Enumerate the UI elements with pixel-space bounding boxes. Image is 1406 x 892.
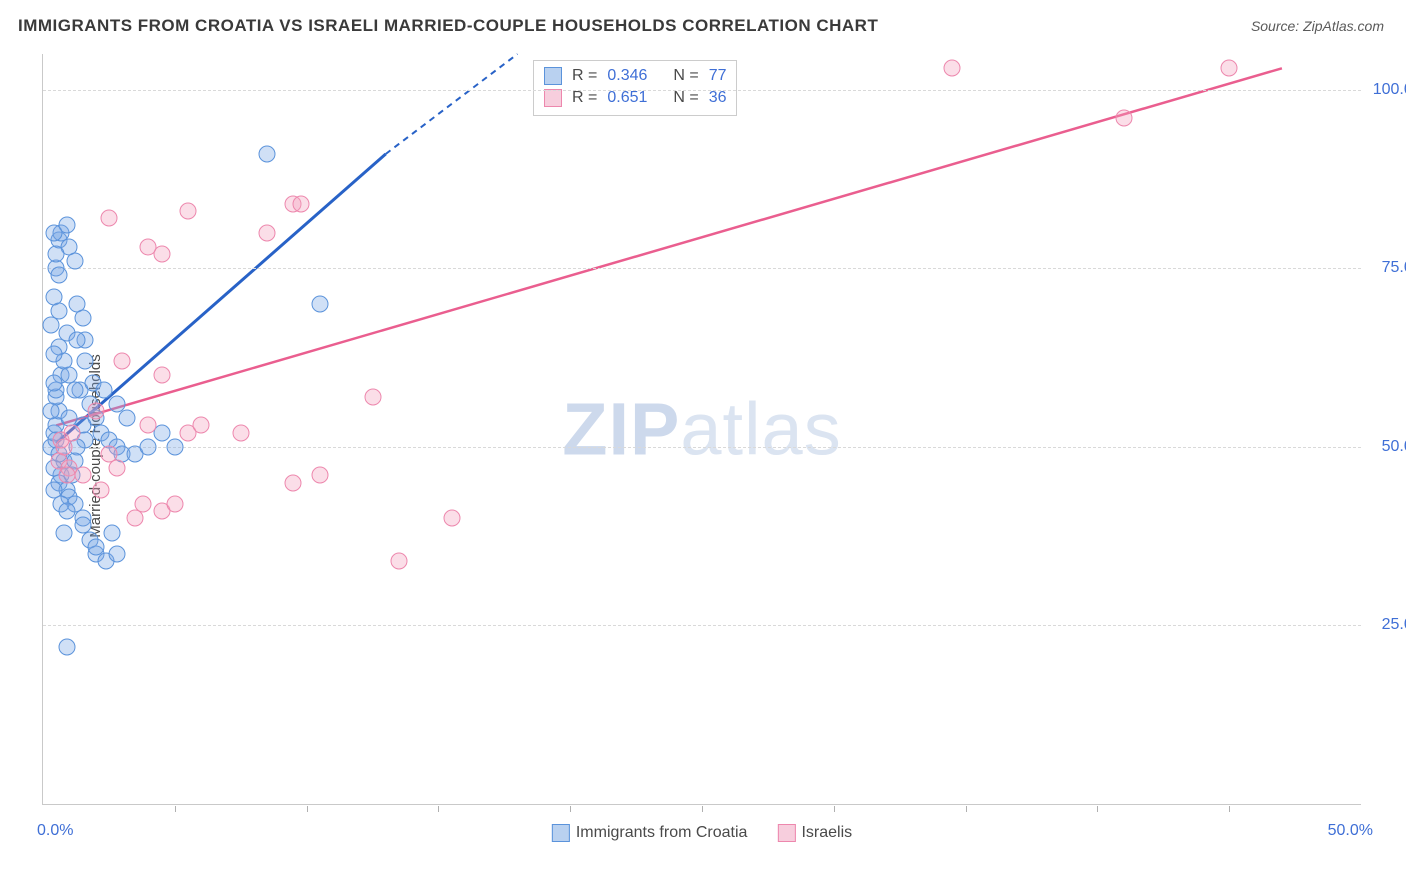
r-label: R = [572, 67, 597, 85]
y-tick-label: 25.0% [1367, 616, 1406, 634]
source-label: Source: ZipAtlas.com [1251, 18, 1384, 34]
data-point [103, 524, 120, 541]
y-tick-label: 100.0% [1367, 81, 1406, 99]
data-point [108, 460, 125, 477]
r-value: 0.346 [607, 67, 663, 85]
legend-label: Immigrants from Croatia [576, 824, 748, 842]
n-value: 36 [709, 89, 727, 107]
x-tick-label-min: 0.0% [37, 822, 73, 840]
legend-swatch [544, 89, 562, 107]
x-tick [570, 806, 571, 812]
r-label: R = [572, 89, 597, 107]
data-point [63, 424, 80, 441]
data-point [1115, 110, 1132, 127]
x-tick [307, 806, 308, 812]
data-point [259, 146, 276, 163]
data-point [45, 374, 62, 391]
correlation-row: R = 0.346 N = 77 [544, 65, 726, 87]
x-tick [702, 806, 703, 812]
x-tick [1229, 806, 1230, 812]
data-point [140, 438, 157, 455]
data-point [74, 310, 91, 327]
watermark: ZIPatlas [562, 387, 841, 472]
gridline [43, 268, 1361, 269]
data-point [69, 331, 86, 348]
data-point [311, 296, 328, 313]
y-tick-label: 50.0% [1367, 438, 1406, 456]
data-point [108, 546, 125, 563]
gridline [43, 447, 1361, 448]
data-point [119, 410, 136, 427]
x-tick [966, 806, 967, 812]
data-point [140, 417, 157, 434]
data-point [285, 474, 302, 491]
x-tick [1097, 806, 1098, 812]
data-point [135, 496, 152, 513]
data-point [293, 196, 310, 213]
data-point [443, 510, 460, 527]
data-point [166, 496, 183, 513]
data-point [58, 467, 75, 484]
data-point [100, 210, 117, 227]
data-point [153, 246, 170, 263]
data-point [74, 517, 91, 534]
legend-label: Israelis [801, 824, 852, 842]
data-point [74, 467, 91, 484]
data-point [114, 353, 131, 370]
data-point [45, 346, 62, 363]
data-point [87, 403, 104, 420]
legend-item: Immigrants from Croatia [552, 824, 748, 842]
data-point [95, 381, 112, 398]
data-point [66, 381, 83, 398]
data-point [42, 403, 59, 420]
data-point [92, 481, 109, 498]
watermark-atlas: atlas [680, 388, 841, 471]
legend-swatch [552, 824, 570, 842]
data-point [179, 203, 196, 220]
data-point [1221, 60, 1238, 77]
data-point [48, 246, 65, 263]
x-tick [438, 806, 439, 812]
n-label: N = [673, 67, 698, 85]
chart-title: IMMIGRANTS FROM CROATIA VS ISRAELI MARRI… [18, 16, 878, 36]
x-tick [834, 806, 835, 812]
data-point [232, 424, 249, 441]
legend-swatch [777, 824, 795, 842]
chart-container: IMMIGRANTS FROM CROATIA VS ISRAELI MARRI… [0, 0, 1406, 892]
n-value: 77 [709, 67, 727, 85]
data-point [193, 417, 210, 434]
series-legend: Immigrants from Croatia Israelis [552, 824, 852, 842]
watermark-zip: ZIP [562, 388, 680, 471]
gridline [43, 90, 1361, 91]
data-point [77, 353, 94, 370]
data-point [66, 253, 83, 270]
data-point [390, 553, 407, 570]
data-point [58, 638, 75, 655]
legend-swatch [544, 67, 562, 85]
y-tick-label: 75.0% [1367, 259, 1406, 277]
data-point [87, 538, 104, 555]
data-point [166, 438, 183, 455]
data-point [42, 317, 59, 334]
data-point [56, 524, 73, 541]
legend-item: Israelis [777, 824, 852, 842]
data-point [944, 60, 961, 77]
gridline [43, 625, 1361, 626]
n-label: N = [673, 89, 698, 107]
x-tick [175, 806, 176, 812]
x-tick-label-max: 50.0% [1328, 822, 1373, 840]
data-point [311, 467, 328, 484]
data-point [153, 367, 170, 384]
r-value: 0.651 [607, 89, 663, 107]
data-point [364, 388, 381, 405]
data-point [259, 224, 276, 241]
data-point [58, 503, 75, 520]
data-point [50, 267, 67, 284]
correlation-legend: R = 0.346 N = 77 R = 0.651 N = 36 [533, 60, 737, 116]
data-point [45, 224, 62, 241]
plot-area: ZIPatlas R =0.346N =77R =0.651N =36 Immi… [42, 54, 1361, 805]
